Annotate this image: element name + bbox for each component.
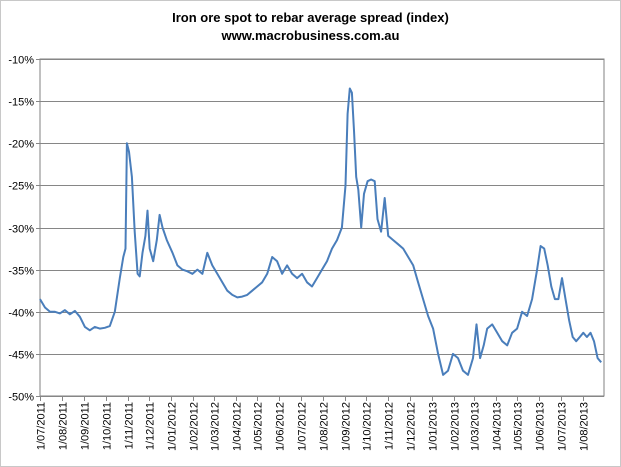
x-tick-label: 1/01/2012 bbox=[167, 402, 179, 451]
x-tick-label: 1/12/2012 bbox=[406, 402, 418, 451]
x-tick-label: 1/09/2012 bbox=[341, 402, 353, 451]
x-tick-label: 1/02/2012 bbox=[189, 402, 201, 451]
x-tick-label: 1/05/2012 bbox=[253, 402, 265, 451]
x-tick-label: 1/12/2011 bbox=[145, 402, 157, 450]
x-tick-label: 1/04/2013 bbox=[492, 402, 504, 451]
y-tick-label: -25% bbox=[8, 181, 34, 193]
chart-title-block: Iron ore spot to rebar average spread (i… bbox=[0, 9, 621, 45]
x-tick-label: 1/05/2013 bbox=[513, 402, 525, 451]
x-tick-label: 1/04/2012 bbox=[232, 402, 244, 451]
y-tick-label: -35% bbox=[8, 266, 34, 278]
x-tick-label: 1/06/2013 bbox=[535, 402, 547, 451]
x-tick-label: 1/08/2012 bbox=[319, 402, 331, 451]
chart-subtitle: www.macrobusiness.com.au bbox=[221, 28, 400, 43]
y-tick-label: -40% bbox=[8, 308, 34, 320]
x-tick-label: 1/07/2012 bbox=[297, 402, 309, 451]
x-tick-label: 1/07/2013 bbox=[557, 402, 569, 451]
y-tick-label: -15% bbox=[8, 97, 34, 109]
x-tick-label: 1/11/2011 bbox=[124, 402, 136, 449]
x-tick-label: 1/10/2012 bbox=[362, 402, 374, 451]
x-tick-label: 1/10/2011 bbox=[102, 402, 114, 450]
x-tick-label: 1/03/2012 bbox=[210, 402, 222, 451]
plot-area bbox=[39, 58, 605, 397]
x-tick-label: 1/08/2011 bbox=[58, 402, 70, 450]
y-tick-label: -45% bbox=[8, 350, 34, 362]
x-tick-label: 1/11/2012 bbox=[384, 402, 396, 450]
chart-title: Iron ore spot to rebar average spread (i… bbox=[172, 10, 449, 25]
series-line bbox=[39, 87, 602, 376]
y-tick-label: -10% bbox=[8, 55, 34, 67]
x-tick-label: 1/07/2011 bbox=[36, 402, 48, 450]
x-tick-label: 1/02/2013 bbox=[450, 402, 462, 451]
x-tick-label: 1/03/2013 bbox=[470, 402, 482, 451]
x-tick-label: 1/06/2012 bbox=[275, 402, 287, 451]
x-tick-label: 1/09/2011 bbox=[80, 402, 92, 450]
y-tick-label: -30% bbox=[8, 224, 34, 236]
x-tick-label: 1/01/2013 bbox=[428, 402, 440, 451]
x-tick-label: 1/08/2013 bbox=[579, 402, 591, 451]
y-tick-label: -20% bbox=[8, 139, 34, 151]
y-tick-label: -50% bbox=[8, 392, 34, 404]
